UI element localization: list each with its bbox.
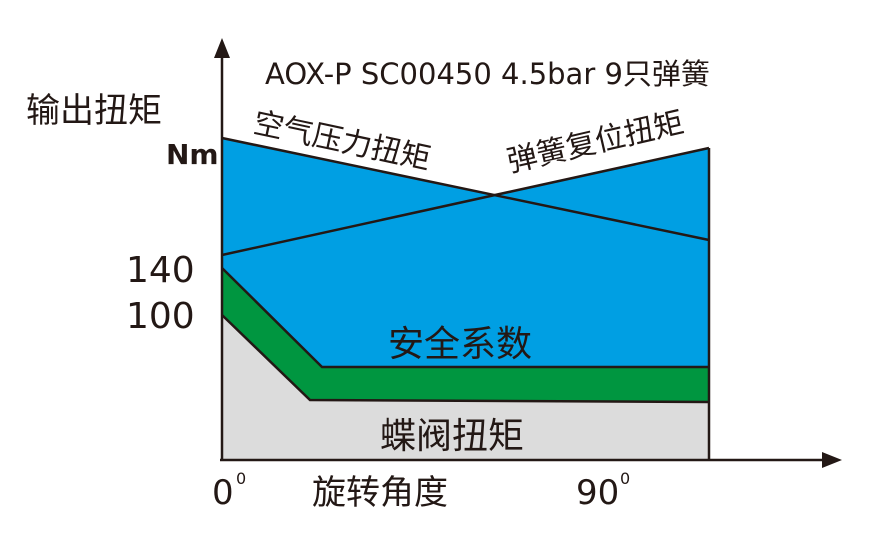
y-axis-arrow [214, 38, 230, 58]
x-axis-label: 旋转角度 [312, 473, 448, 513]
blue-torque-area [222, 138, 709, 367]
safety-factor-label: 安全系数 [388, 324, 532, 365]
safety-factor-band [222, 268, 709, 402]
spring-torque-line [221, 146, 710, 257]
x-axis-arrow [822, 452, 842, 468]
x-tick-0: 0 [212, 473, 234, 513]
safety-top-line [221, 267, 709, 369]
valve-torque-area [222, 315, 709, 460]
y-axis-unit: Nm [166, 138, 219, 171]
x-tick-0-degree: 0 [236, 469, 246, 488]
x-tick-90-degree: 0 [620, 469, 630, 488]
air-torque-line [221, 136, 710, 242]
y-axis-label: 输出扭矩 [26, 91, 162, 131]
chart-title: AOX-P SC00450 4.5bar 9只弹簧 [265, 57, 710, 91]
y-tick-100: 100 [126, 296, 195, 337]
y-tick-140: 140 [126, 250, 195, 291]
valve-torque-label: 蝶阀扭矩 [380, 416, 524, 457]
x-tick-90: 90 [576, 473, 619, 513]
valve-torque-line [221, 314, 710, 404]
